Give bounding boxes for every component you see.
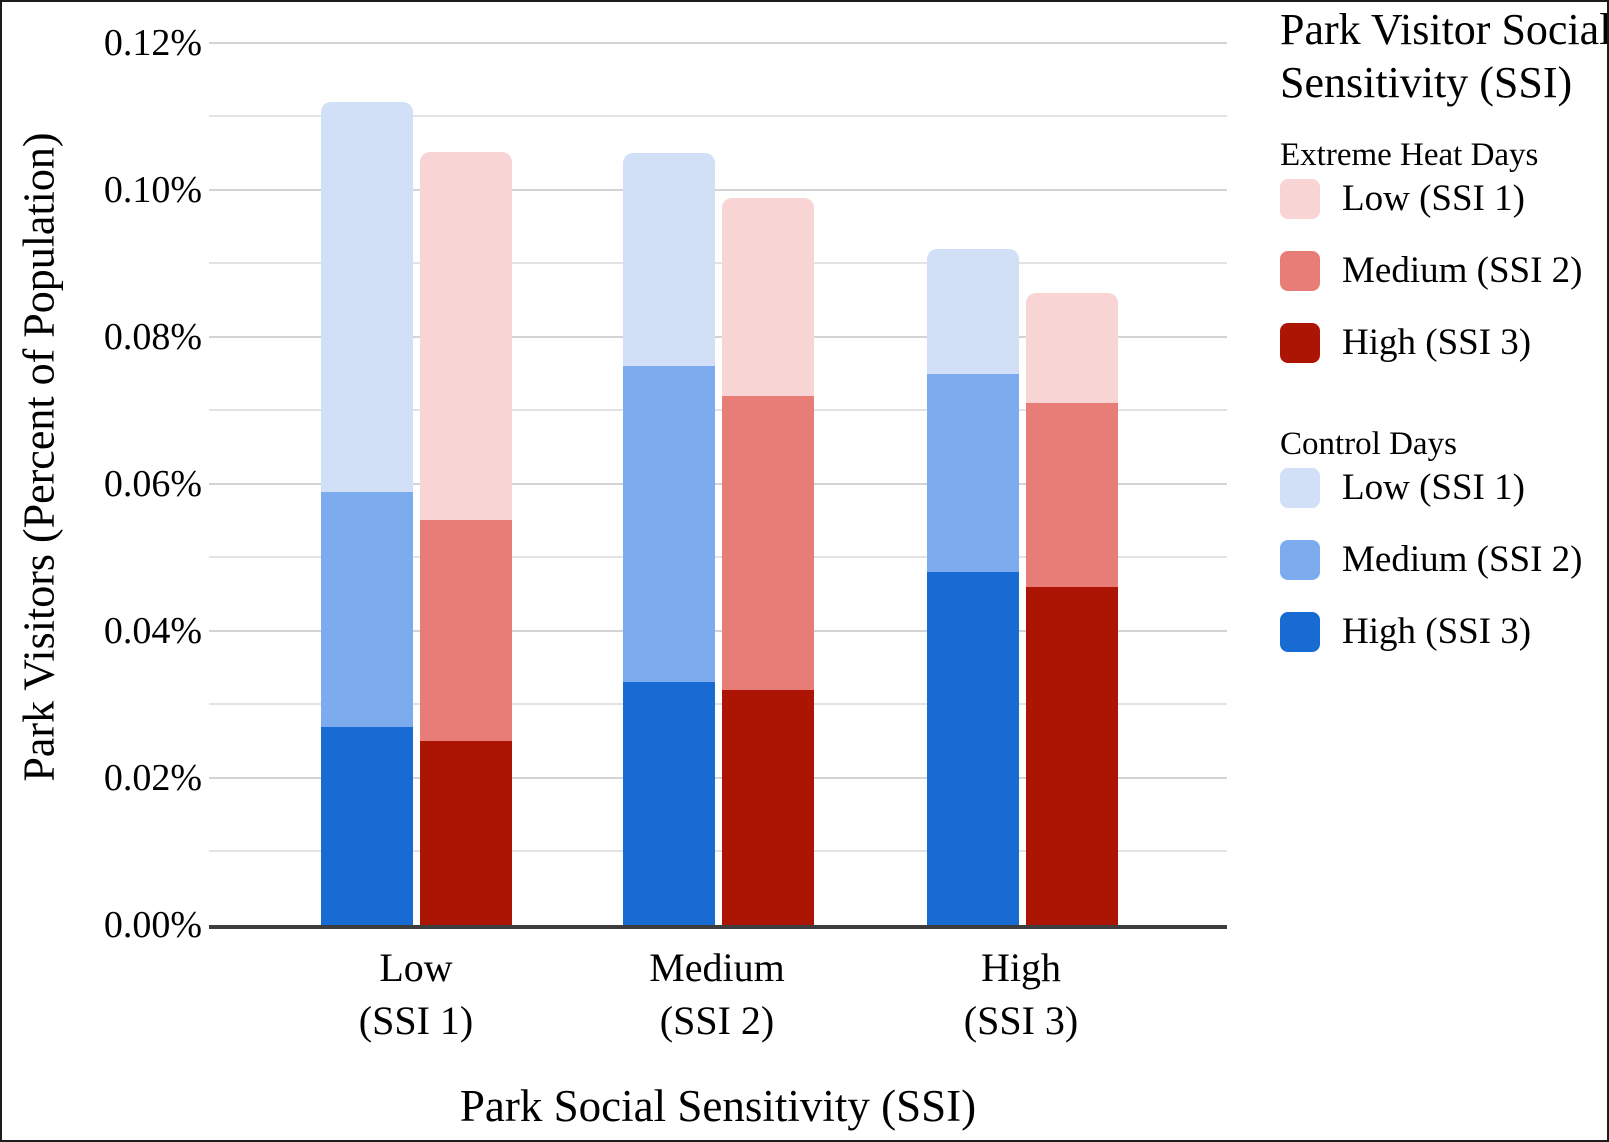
y-tick-label: 0.10%: [103, 169, 202, 211]
legend-item-control-medium: Medium (SSI 2): [1280, 539, 1607, 581]
gridline-major: [209, 630, 1227, 632]
legend-item-label: High (SSI 3): [1342, 611, 1532, 653]
gridline-minor: [209, 703, 1227, 705]
bar-segment-low-ssi-1: [321, 102, 413, 492]
y-axis-tick-labels: 0.00% 0.02% 0.04% 0.06% 0.08% 0.10% 0.12%: [42, 24, 202, 944]
legend-swatch-heat-high-icon: [1280, 322, 1320, 363]
gridline-major: [209, 189, 1227, 191]
bar-extreme-heat-days-high-ssi-3: [1026, 293, 1118, 925]
bar-segment-medium-ssi-2: [420, 520, 512, 741]
y-tick-label: 0.06%: [103, 463, 202, 505]
x-category-label: Medium (SSI 2): [649, 945, 785, 1043]
bar-segment-low-ssi-1: [420, 152, 512, 520]
x-category-label: High (SSI 3): [963, 945, 1079, 1043]
gridline-major: [209, 42, 1227, 44]
legend-swatch-heat-low-icon: [1280, 178, 1320, 219]
legend-swatch-control-high-icon: [1280, 611, 1320, 652]
bar-control-days-high-ssi-3: [927, 249, 1019, 925]
bar-segment-high-ssi-3: [927, 572, 1019, 925]
plot-area: [209, 42, 1227, 929]
legend-item-label: Medium (SSI 2): [1342, 539, 1583, 581]
legend-item-heat-low: Low (SSI 1): [1280, 178, 1607, 220]
legend-group-control-days: Control Days Low (SSI 1) Medium (SSI 2) …: [1280, 424, 1607, 653]
legend-group-header-extreme-heat-days: Extreme Heat Days: [1280, 136, 1539, 173]
bar-segment-medium-ssi-2: [927, 374, 1019, 572]
bar-segment-medium-ssi-2: [321, 492, 413, 727]
legend-item-label: High (SSI 3): [1342, 322, 1532, 364]
y-tick-label: 0.08%: [103, 316, 202, 358]
bar-segment-high-ssi-3: [623, 682, 715, 925]
bar-segment-high-ssi-3: [722, 690, 814, 925]
bar-segment-high-ssi-3: [420, 741, 512, 925]
gridline-minor: [209, 115, 1227, 117]
bar-segment-high-ssi-3: [1026, 587, 1118, 925]
bar-segment-low-ssi-1: [1026, 293, 1118, 403]
gridline-minor: [209, 850, 1227, 852]
legend-item-heat-high: High (SSI 3): [1280, 322, 1607, 364]
legend-item-heat-medium: Medium (SSI 2): [1280, 250, 1607, 292]
bar-extreme-heat-days-low-ssi-1: [420, 152, 512, 925]
legend-item-label: Low (SSI 1): [1342, 467, 1525, 509]
bar-extreme-heat-days-medium-ssi-2: [722, 198, 814, 925]
y-tick-label: 0.04%: [103, 610, 202, 652]
gridline-major: [209, 336, 1227, 338]
bar-segment-low-ssi-1: [722, 198, 814, 396]
legend-group-extreme-heat-days: Extreme Heat Days Low (SSI 1) Medium (SS…: [1280, 135, 1607, 364]
legend-group-header-control-days: Control Days: [1280, 425, 1457, 462]
gridline-major: [209, 777, 1227, 779]
legend-swatch-control-medium-icon: [1280, 539, 1320, 580]
y-tick-label: 0.00%: [103, 904, 202, 946]
bar-control-days-low-ssi-1: [321, 102, 413, 925]
x-category-label: Low (SSI 1): [358, 945, 474, 1043]
gridline-minor: [209, 556, 1227, 558]
legend-swatch-heat-medium-icon: [1280, 250, 1320, 291]
bar-segment-medium-ssi-2: [722, 396, 814, 690]
y-tick-label: 0.02%: [103, 757, 202, 799]
legend-item-label: Medium (SSI 2): [1342, 250, 1583, 292]
gridline-minor: [209, 262, 1227, 264]
legend: Park Visitor Social Sensitivity (SSI) Ex…: [1280, 4, 1609, 684]
bar-segment-low-ssi-1: [623, 153, 715, 366]
y-tick-label: 0.12%: [103, 22, 202, 64]
bar-segment-medium-ssi-2: [1026, 403, 1118, 587]
bar-segment-medium-ssi-2: [623, 366, 715, 682]
legend-item-control-low: Low (SSI 1): [1280, 467, 1607, 509]
legend-title: Park Visitor Social Sensitivity (SSI): [1280, 5, 1609, 107]
gridline-major: [209, 483, 1227, 485]
legend-item-label: Low (SSI 1): [1342, 178, 1525, 220]
legend-item-control-high: High (SSI 3): [1280, 611, 1607, 653]
bar-segment-low-ssi-1: [927, 249, 1019, 374]
gridline-minor: [209, 409, 1227, 411]
x-axis-category-labels: Low (SSI 1) Medium (SSI 2) High (SSI 3): [209, 942, 1227, 1052]
x-axis-title: Park Social Sensitivity (SSI): [459, 1081, 977, 1131]
bar-control-days-medium-ssi-2: [623, 153, 715, 925]
bar-segment-high-ssi-3: [321, 727, 413, 925]
legend-swatch-control-low-icon: [1280, 467, 1320, 508]
